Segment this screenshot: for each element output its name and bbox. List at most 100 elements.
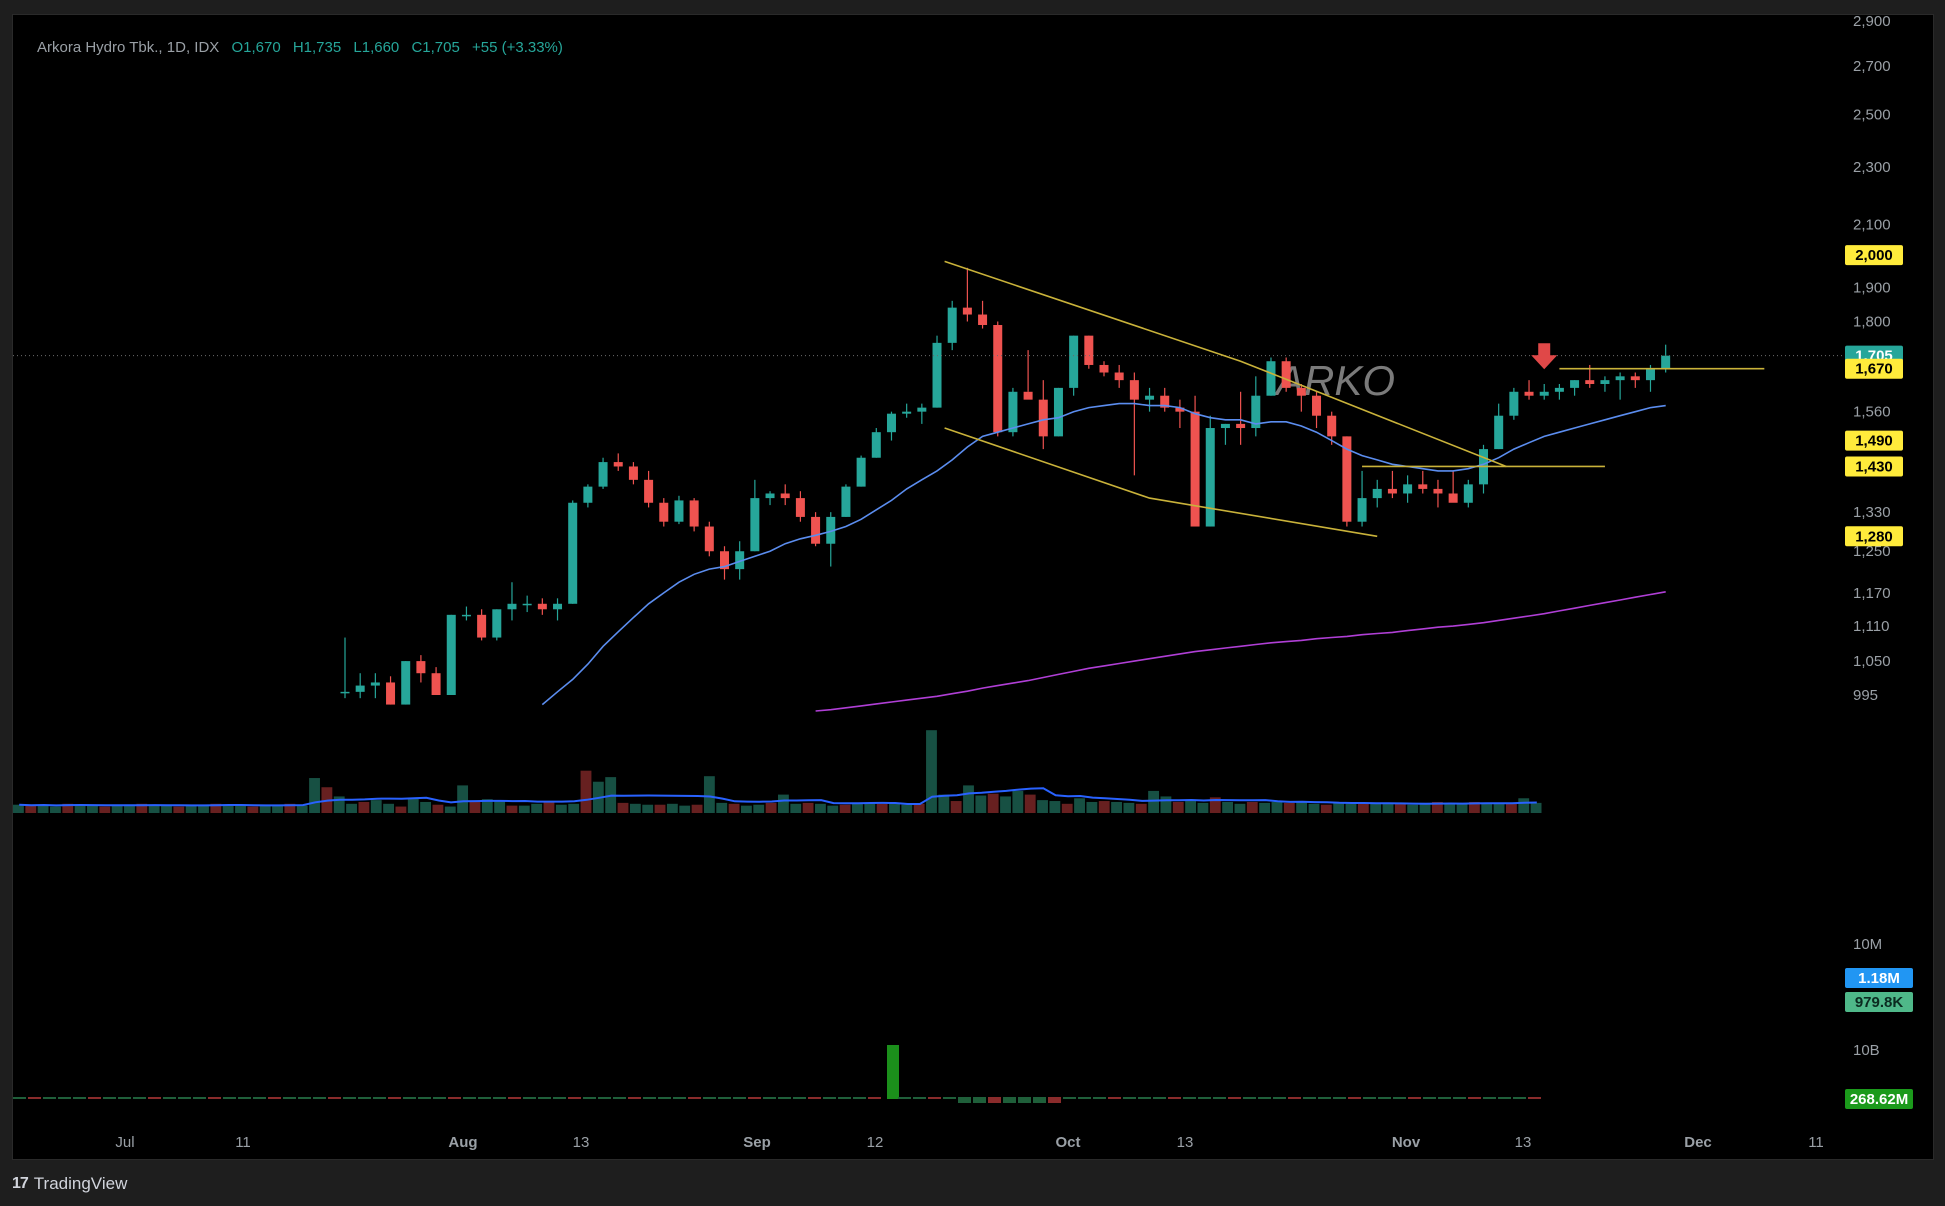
candle <box>674 495 684 525</box>
volume-bar <box>802 802 814 813</box>
candle-body <box>401 661 411 705</box>
candle-body <box>1266 361 1276 396</box>
candle-body <box>1175 407 1185 412</box>
value-traded-bar <box>388 1097 401 1099</box>
value-traded-bar <box>73 1097 86 1099</box>
candle-body <box>507 603 517 610</box>
badge-label: 1,430 <box>1855 458 1893 475</box>
candle <box>735 541 745 580</box>
tradingview-footer[interactable]: 17 TradingView <box>12 1172 127 1196</box>
value-traded-bar <box>853 1097 866 1099</box>
candle-body <box>1418 484 1428 489</box>
price-level-badge: 1,670 <box>1845 358 1903 379</box>
candle <box>431 667 441 695</box>
volume-bar <box>1518 798 1530 813</box>
candle-body <box>340 691 350 694</box>
value-traded-bar <box>433 1097 446 1099</box>
candle-body <box>583 486 593 503</box>
value-traded-bar <box>223 1097 236 1099</box>
value-traded-bar <box>838 1097 851 1099</box>
value-traded-bar <box>928 1097 941 1099</box>
price-tick-label: 1,170 <box>1853 585 1891 602</box>
value-traded-badge: 268.62M <box>1845 1089 1913 1109</box>
value-traded-bar <box>1468 1097 1481 1099</box>
volume-bar <box>25 805 37 813</box>
volume-bar <box>346 803 357 813</box>
volume-bar <box>876 803 888 813</box>
value-traded-bar <box>358 1097 371 1099</box>
candle-body <box>568 502 578 604</box>
candle-body <box>1585 380 1595 385</box>
time-tick-label: 11 <box>1808 1134 1824 1151</box>
time-tick-label: 13 <box>1515 1134 1532 1151</box>
value-traded-bar <box>208 1097 221 1099</box>
price-level-badge: 1,280 <box>1845 526 1903 547</box>
volume-bar <box>654 804 666 813</box>
candle-body <box>1023 391 1033 400</box>
candle <box>947 300 957 351</box>
value-traded-bar <box>1378 1097 1391 1099</box>
volume-bar <box>963 785 974 813</box>
value-traded-bar <box>703 1097 716 1099</box>
candle <box>1661 344 1671 373</box>
value-traded-bar <box>1138 1097 1151 1099</box>
volume-bar <box>531 803 543 813</box>
volume-bar <box>1505 802 1517 813</box>
candle-body <box>871 432 881 458</box>
volume-bar <box>62 803 74 813</box>
candle-body <box>902 411 912 414</box>
price-chart[interactable]: ARKO 2,900 2,700 2,500 2,300 2,100 1,900 1,800… <box>13 15 1935 1161</box>
candle-body <box>674 500 684 522</box>
candle-body <box>1236 423 1246 429</box>
candle <box>1342 436 1352 527</box>
candle-body <box>1661 355 1671 369</box>
candle <box>1494 403 1504 450</box>
time-tick-label: Dec <box>1684 1134 1712 1151</box>
candle <box>1220 423 1230 445</box>
candle-body <box>431 673 441 695</box>
candle <box>1509 387 1519 420</box>
volume-bar <box>1246 801 1258 813</box>
volume-bar <box>1123 802 1135 813</box>
candle-body <box>1600 380 1610 385</box>
candle-body <box>1645 368 1655 381</box>
volume-bar <box>617 802 629 813</box>
candle <box>1190 395 1200 527</box>
candle-body <box>446 614 456 695</box>
candle-body <box>780 493 790 499</box>
value-traded-bar <box>778 1097 791 1099</box>
candle <box>507 582 517 621</box>
volume-bar <box>50 806 61 813</box>
candle <box>1357 470 1367 527</box>
candle-body <box>841 486 851 517</box>
volume-bar <box>555 804 567 813</box>
volume-bar <box>1493 803 1505 813</box>
candle-body <box>917 407 927 412</box>
candle <box>1129 372 1139 476</box>
volume-bar <box>913 803 925 813</box>
candle <box>811 512 821 547</box>
time-tick-label: 13 <box>573 1134 590 1151</box>
candle-body <box>1145 395 1155 400</box>
candle-body <box>1129 380 1139 400</box>
value-traded-bar <box>733 1097 746 1099</box>
value-traded-bar <box>313 1097 326 1099</box>
value-traded-bar <box>418 1097 431 1099</box>
candle-body <box>1615 376 1625 381</box>
chart-frame[interactable]: ARKO 2,900 2,700 2,500 2,300 2,100 1,900 1,800… <box>12 14 1934 1160</box>
candle <box>720 546 729 580</box>
volume-bar <box>1394 803 1406 813</box>
volume-bar <box>407 798 419 813</box>
volume-bar <box>1098 801 1110 813</box>
candle-body <box>720 551 729 570</box>
candle-body <box>1570 380 1580 388</box>
candle-body <box>1114 372 1124 381</box>
candle-body <box>553 603 563 610</box>
lower-trendline <box>944 427 1378 538</box>
candle-body <box>370 682 380 686</box>
candle <box>1114 364 1124 388</box>
badge-label: 1,670 <box>1855 361 1893 378</box>
candle-body <box>613 462 623 467</box>
volume-bar <box>691 804 703 813</box>
symbol-watermark: ARKO <box>1273 357 1395 404</box>
